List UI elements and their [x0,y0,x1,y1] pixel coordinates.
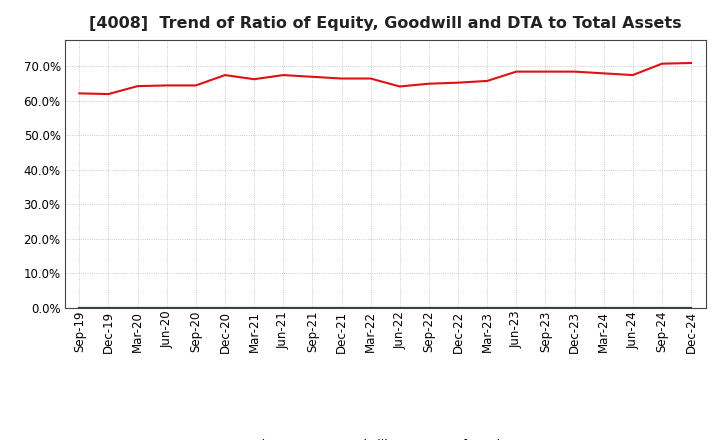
Equity [512,69,521,74]
Goodwill [425,305,433,311]
Equity [133,84,142,89]
Equity [687,60,696,66]
Equity [425,81,433,86]
Equity [395,84,404,89]
Deferred Tax Assets [599,305,608,311]
Goodwill [599,305,608,311]
Deferred Tax Assets [192,305,200,311]
Deferred Tax Assets [657,305,666,311]
Equity [104,92,113,97]
Equity [657,61,666,66]
Goodwill [512,305,521,311]
Goodwill [541,305,550,311]
Deferred Tax Assets [75,305,84,311]
Legend: Equity, Goodwill, Deferred Tax Assets: Equity, Goodwill, Deferred Tax Assets [197,434,574,440]
Equity [337,76,346,81]
Equity [279,73,287,78]
Goodwill [192,305,200,311]
Goodwill [629,305,637,311]
Equity [163,83,171,88]
Deferred Tax Assets [629,305,637,311]
Deferred Tax Assets [308,305,317,311]
Equity [541,69,550,74]
Line: Equity: Equity [79,63,691,94]
Equity [366,76,375,81]
Goodwill [687,305,696,311]
Deferred Tax Assets [541,305,550,311]
Equity [192,83,200,88]
Deferred Tax Assets [163,305,171,311]
Goodwill [163,305,171,311]
Goodwill [133,305,142,311]
Deferred Tax Assets [220,305,229,311]
Equity [599,71,608,76]
Deferred Tax Assets [279,305,287,311]
Deferred Tax Assets [133,305,142,311]
Goodwill [657,305,666,311]
Deferred Tax Assets [395,305,404,311]
Deferred Tax Assets [366,305,375,311]
Deferred Tax Assets [483,305,492,311]
Goodwill [366,305,375,311]
Goodwill [483,305,492,311]
Goodwill [308,305,317,311]
Deferred Tax Assets [104,305,113,311]
Goodwill [279,305,287,311]
Title: [4008]  Trend of Ratio of Equity, Goodwill and DTA to Total Assets: [4008] Trend of Ratio of Equity, Goodwil… [89,16,682,32]
Deferred Tax Assets [512,305,521,311]
Equity [250,77,258,82]
Deferred Tax Assets [250,305,258,311]
Deferred Tax Assets [337,305,346,311]
Goodwill [395,305,404,311]
Goodwill [250,305,258,311]
Equity [570,69,579,74]
Equity [75,91,84,96]
Equity [483,78,492,84]
Deferred Tax Assets [454,305,462,311]
Equity [629,73,637,78]
Goodwill [75,305,84,311]
Deferred Tax Assets [425,305,433,311]
Goodwill [454,305,462,311]
Equity [454,80,462,85]
Equity [220,73,229,78]
Goodwill [104,305,113,311]
Deferred Tax Assets [570,305,579,311]
Deferred Tax Assets [687,305,696,311]
Goodwill [337,305,346,311]
Equity [308,74,317,80]
Goodwill [570,305,579,311]
Goodwill [220,305,229,311]
